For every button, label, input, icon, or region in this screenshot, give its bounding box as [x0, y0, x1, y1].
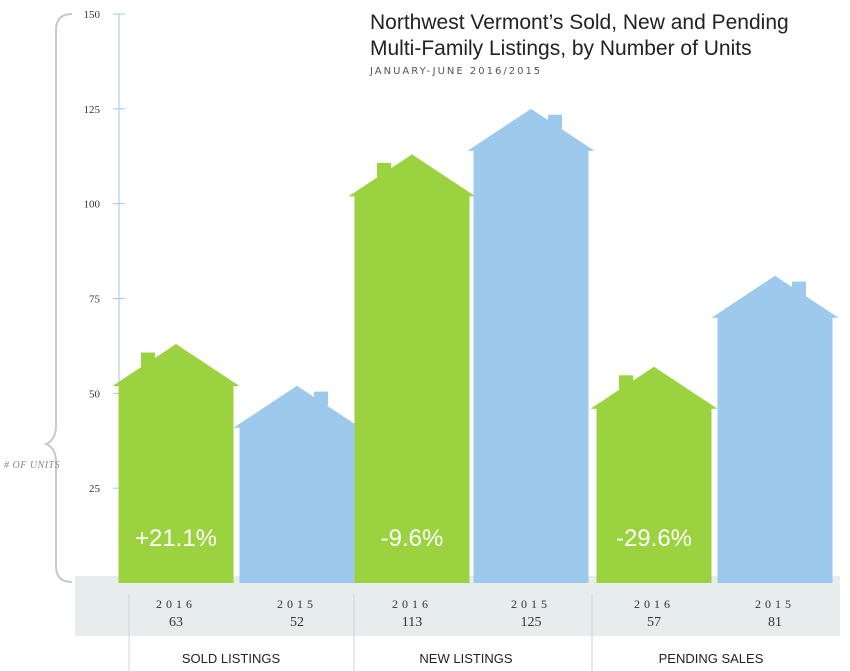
labels: 2016 63 2015 52 +21.1% SOLD LISTINGS 2016 113 20… [135, 525, 795, 666]
bar-2015-3 [711, 275, 839, 583]
y-tick-label: 100 [84, 199, 101, 211]
year-label: 2016 [392, 597, 432, 611]
year-label: 2016 [156, 597, 196, 611]
value-label: 113 [402, 615, 422, 630]
category-label: SOLD LISTINGS [182, 651, 281, 666]
bars [112, 108, 839, 583]
bar-2016-2 [348, 154, 476, 583]
chart-title: Northwest Vermont’s Sold, New and Pendin… [370, 10, 840, 62]
chimney-2015-3 [792, 281, 806, 296]
y-axis-label: # OF UNITS [4, 460, 61, 471]
x-axis-band [75, 576, 840, 671]
y-tick-label: 50 [89, 388, 101, 400]
year-label: 2016 [634, 597, 674, 611]
chart-title-line-1: Northwest Vermont’s Sold, New and Pendin… [370, 11, 789, 34]
value-label: 57 [647, 615, 661, 630]
chimney-2015-1 [314, 391, 328, 406]
percent-change-label: -9.6% [381, 525, 444, 552]
chart-title-line-2: Multi-Family Listings, by Number of Unit… [370, 37, 752, 60]
y-axis-brace [43, 13, 73, 583]
value-label: 81 [768, 615, 782, 630]
chimney-2016-2 [377, 162, 391, 177]
y-tick-label: 25 [89, 483, 101, 495]
category-band [75, 576, 840, 636]
chimney-2015-2 [548, 114, 562, 129]
y-tick-label: 150 [84, 9, 101, 21]
bar-2015-1 [233, 385, 361, 583]
chart-subtitle: JANUARY-JUNE 2016/2015 [370, 66, 543, 77]
bar-2016-1 [112, 344, 240, 583]
bar-2015-2 [467, 108, 595, 583]
value-label: 63 [169, 615, 183, 630]
y-tick-label: 125 [84, 104, 101, 116]
percent-change-label: +21.1% [135, 525, 217, 552]
year-label: 2015 [277, 597, 317, 611]
percent-change-label: -29.6% [616, 525, 692, 552]
year-label: 2015 [755, 597, 795, 611]
y-tick-label: 75 [89, 294, 101, 306]
category-label: NEW LISTINGS [419, 651, 513, 666]
category-label: PENDING SALES [659, 651, 764, 666]
value-label: 125 [521, 615, 542, 630]
chimney-2016-1 [141, 352, 155, 367]
year-label: 2015 [511, 597, 551, 611]
value-label: 52 [290, 615, 304, 630]
chimney-2016-3 [619, 375, 633, 390]
bar-2016-3 [590, 366, 718, 583]
